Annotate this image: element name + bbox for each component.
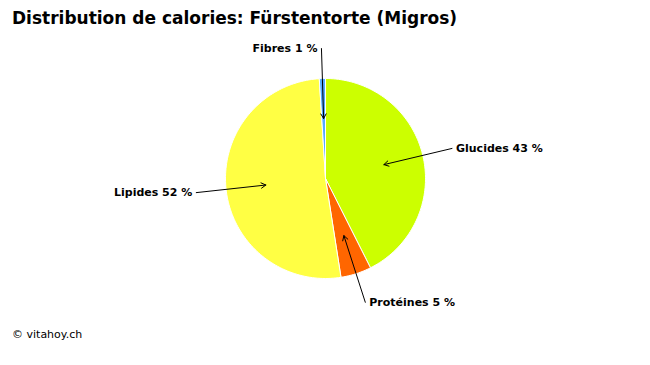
html-text:© vitahoy.ch: © vitahoy.ch [12,328,83,341]
svg-text:Lipides 52 %: Lipides 52 % [114,186,192,199]
svg-text:Protéines 5 %: Protéines 5 % [369,296,455,309]
svg-text:Glucides 43 %: Glucides 43 % [456,142,543,155]
svg-text:Fibres 1 %: Fibres 1 % [253,42,318,55]
html-text:Distribution de calories: Fürs: Distribution de calories: Fürstentorte (… [12,8,458,28]
